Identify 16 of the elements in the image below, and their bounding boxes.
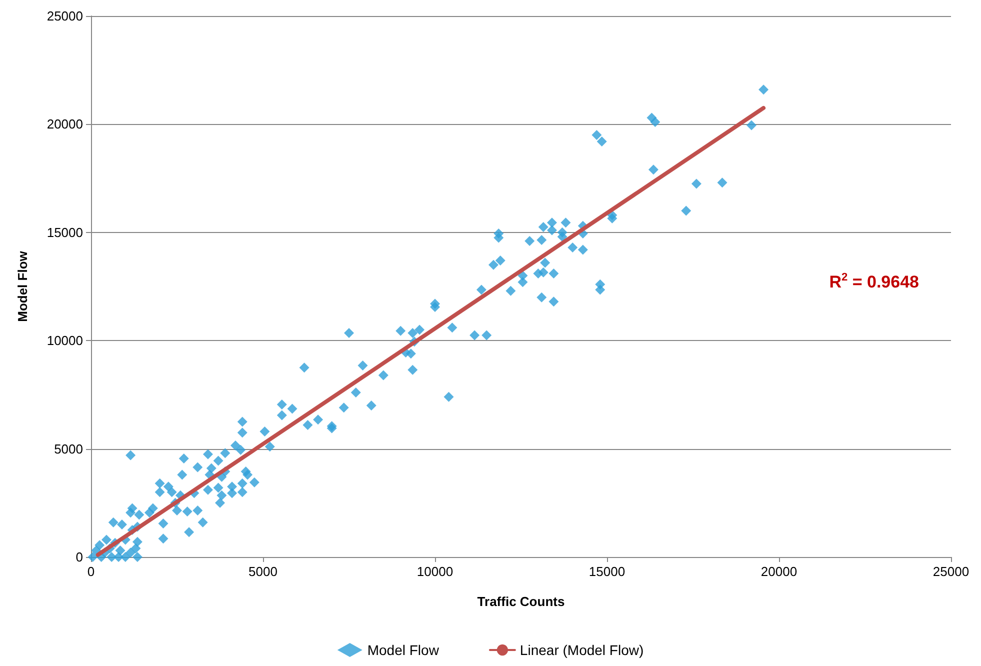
x-tick-label: 5000 bbox=[248, 564, 278, 579]
x-tick-label: 10000 bbox=[416, 564, 454, 579]
y-tick-label: 10000 bbox=[46, 333, 83, 348]
y-tick-label: 20000 bbox=[46, 116, 83, 132]
y-axis-title: Model Flow bbox=[15, 250, 30, 322]
x-tick-label: 25000 bbox=[932, 564, 970, 579]
y-tick-label: 5000 bbox=[54, 441, 83, 456]
x-axis-title: Traffic Counts bbox=[477, 594, 565, 609]
x-tick-label: 15000 bbox=[588, 564, 626, 579]
y-tick-label: 15000 bbox=[46, 224, 83, 240]
y-tick-label: 0 bbox=[76, 550, 83, 564]
legend-label: Linear (Model Flow) bbox=[520, 642, 644, 658]
legend-label: Model Flow bbox=[367, 642, 440, 658]
y-tick-label: 25000 bbox=[46, 8, 83, 24]
x-tick-label: 20000 bbox=[760, 564, 798, 579]
x-tick-label: 0 bbox=[87, 564, 95, 579]
